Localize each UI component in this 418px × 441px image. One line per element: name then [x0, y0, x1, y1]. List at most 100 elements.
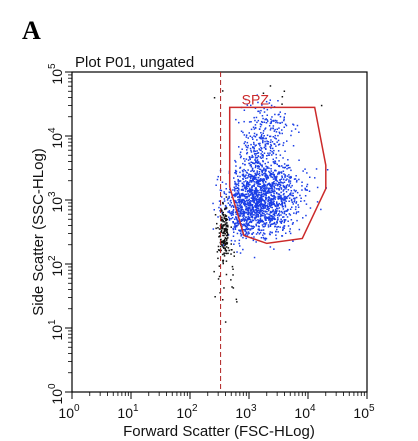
data-point: [267, 226, 270, 228]
data-point: [283, 227, 285, 229]
data-point: [284, 202, 286, 205]
data-point: [304, 168, 306, 170]
data-point: [274, 177, 276, 179]
data-point: [277, 144, 280, 146]
data-point: [263, 135, 265, 137]
data-point: [279, 183, 281, 186]
data-point: [261, 224, 264, 226]
data-point: [245, 216, 247, 219]
data-point: [253, 190, 256, 192]
data-point: [265, 148, 267, 150]
data-point: [250, 161, 252, 163]
data-point: [246, 221, 248, 223]
data-point: [234, 159, 236, 162]
data-point: [236, 232, 239, 235]
data-point: [287, 194, 290, 197]
data-point: [235, 185, 237, 187]
data-point: [274, 134, 277, 137]
data-point: [233, 255, 235, 257]
data-point: [298, 228, 301, 231]
data-point: [259, 183, 261, 186]
data-point: [266, 216, 269, 219]
data-point: [286, 175, 289, 177]
data-point: [271, 195, 273, 197]
data-point: [252, 138, 254, 140]
data-point: [258, 136, 261, 139]
data-point: [237, 196, 239, 198]
data-point: [238, 180, 241, 182]
data-point: [266, 140, 268, 142]
data-point: [256, 170, 258, 172]
data-point: [262, 178, 265, 180]
data-point: [238, 213, 240, 215]
data-point: [283, 126, 285, 128]
data-point: [279, 115, 282, 118]
data-point: [247, 185, 249, 187]
data-point: [257, 165, 259, 167]
data-point: [246, 181, 249, 183]
data-point: [239, 214, 241, 216]
data-point: [260, 136, 262, 139]
x-axis-ticks: 100 101 102 103 104 105: [58, 392, 375, 421]
data-point: [213, 270, 215, 273]
data-point: [238, 207, 240, 210]
data-point: [242, 195, 244, 197]
data-point: [255, 127, 257, 129]
data-point: [277, 150, 280, 152]
data-point: [281, 132, 283, 135]
data-point: [239, 245, 241, 247]
data-point: [254, 157, 257, 159]
chart-title: Plot P01, ungated: [75, 54, 194, 71]
data-point: [248, 162, 250, 165]
data-point: [255, 212, 257, 214]
data-point: [254, 205, 257, 207]
data-point: [265, 173, 267, 175]
data-point: [292, 195, 294, 197]
data-point: [222, 246, 224, 248]
data-point: [263, 190, 266, 193]
data-point: [242, 175, 245, 177]
data-point: [240, 218, 242, 221]
data-point: [308, 190, 311, 192]
data-point: [234, 201, 237, 203]
data-point: [223, 253, 225, 255]
data-point: [275, 121, 277, 124]
data-point: [271, 217, 273, 219]
data-point: [268, 192, 271, 194]
data-point: [286, 168, 288, 170]
data-point: [273, 248, 275, 250]
data-point: [241, 206, 243, 208]
data-point: [241, 233, 243, 236]
data-point: [276, 228, 278, 231]
data-point: [252, 126, 255, 128]
data-point: [270, 168, 272, 170]
data-point: [268, 213, 270, 216]
data-point: [278, 214, 280, 217]
data-point: [234, 193, 237, 195]
data-point: [242, 183, 245, 185]
data-point: [293, 212, 295, 214]
data-point: [295, 212, 297, 215]
data-point: [253, 201, 255, 203]
data-point: [289, 228, 291, 230]
data-point: [274, 179, 277, 181]
data-point: [255, 223, 257, 226]
data-point: [233, 231, 235, 233]
data-point: [263, 210, 265, 212]
data-point: [264, 147, 267, 150]
data-point: [242, 209, 244, 211]
data-point: [262, 234, 264, 236]
data-point: [279, 203, 282, 206]
data-point: [273, 189, 275, 191]
data-point: [278, 197, 280, 200]
data-point: [222, 262, 224, 265]
data-point: [249, 220, 252, 223]
data-point: [244, 229, 247, 231]
data-point: [238, 196, 240, 198]
data-point: [223, 230, 226, 232]
data-point: [249, 147, 252, 150]
data-point: [276, 202, 278, 204]
data-point: [230, 212, 232, 215]
data-point: [270, 121, 272, 123]
data-point: [293, 201, 295, 203]
